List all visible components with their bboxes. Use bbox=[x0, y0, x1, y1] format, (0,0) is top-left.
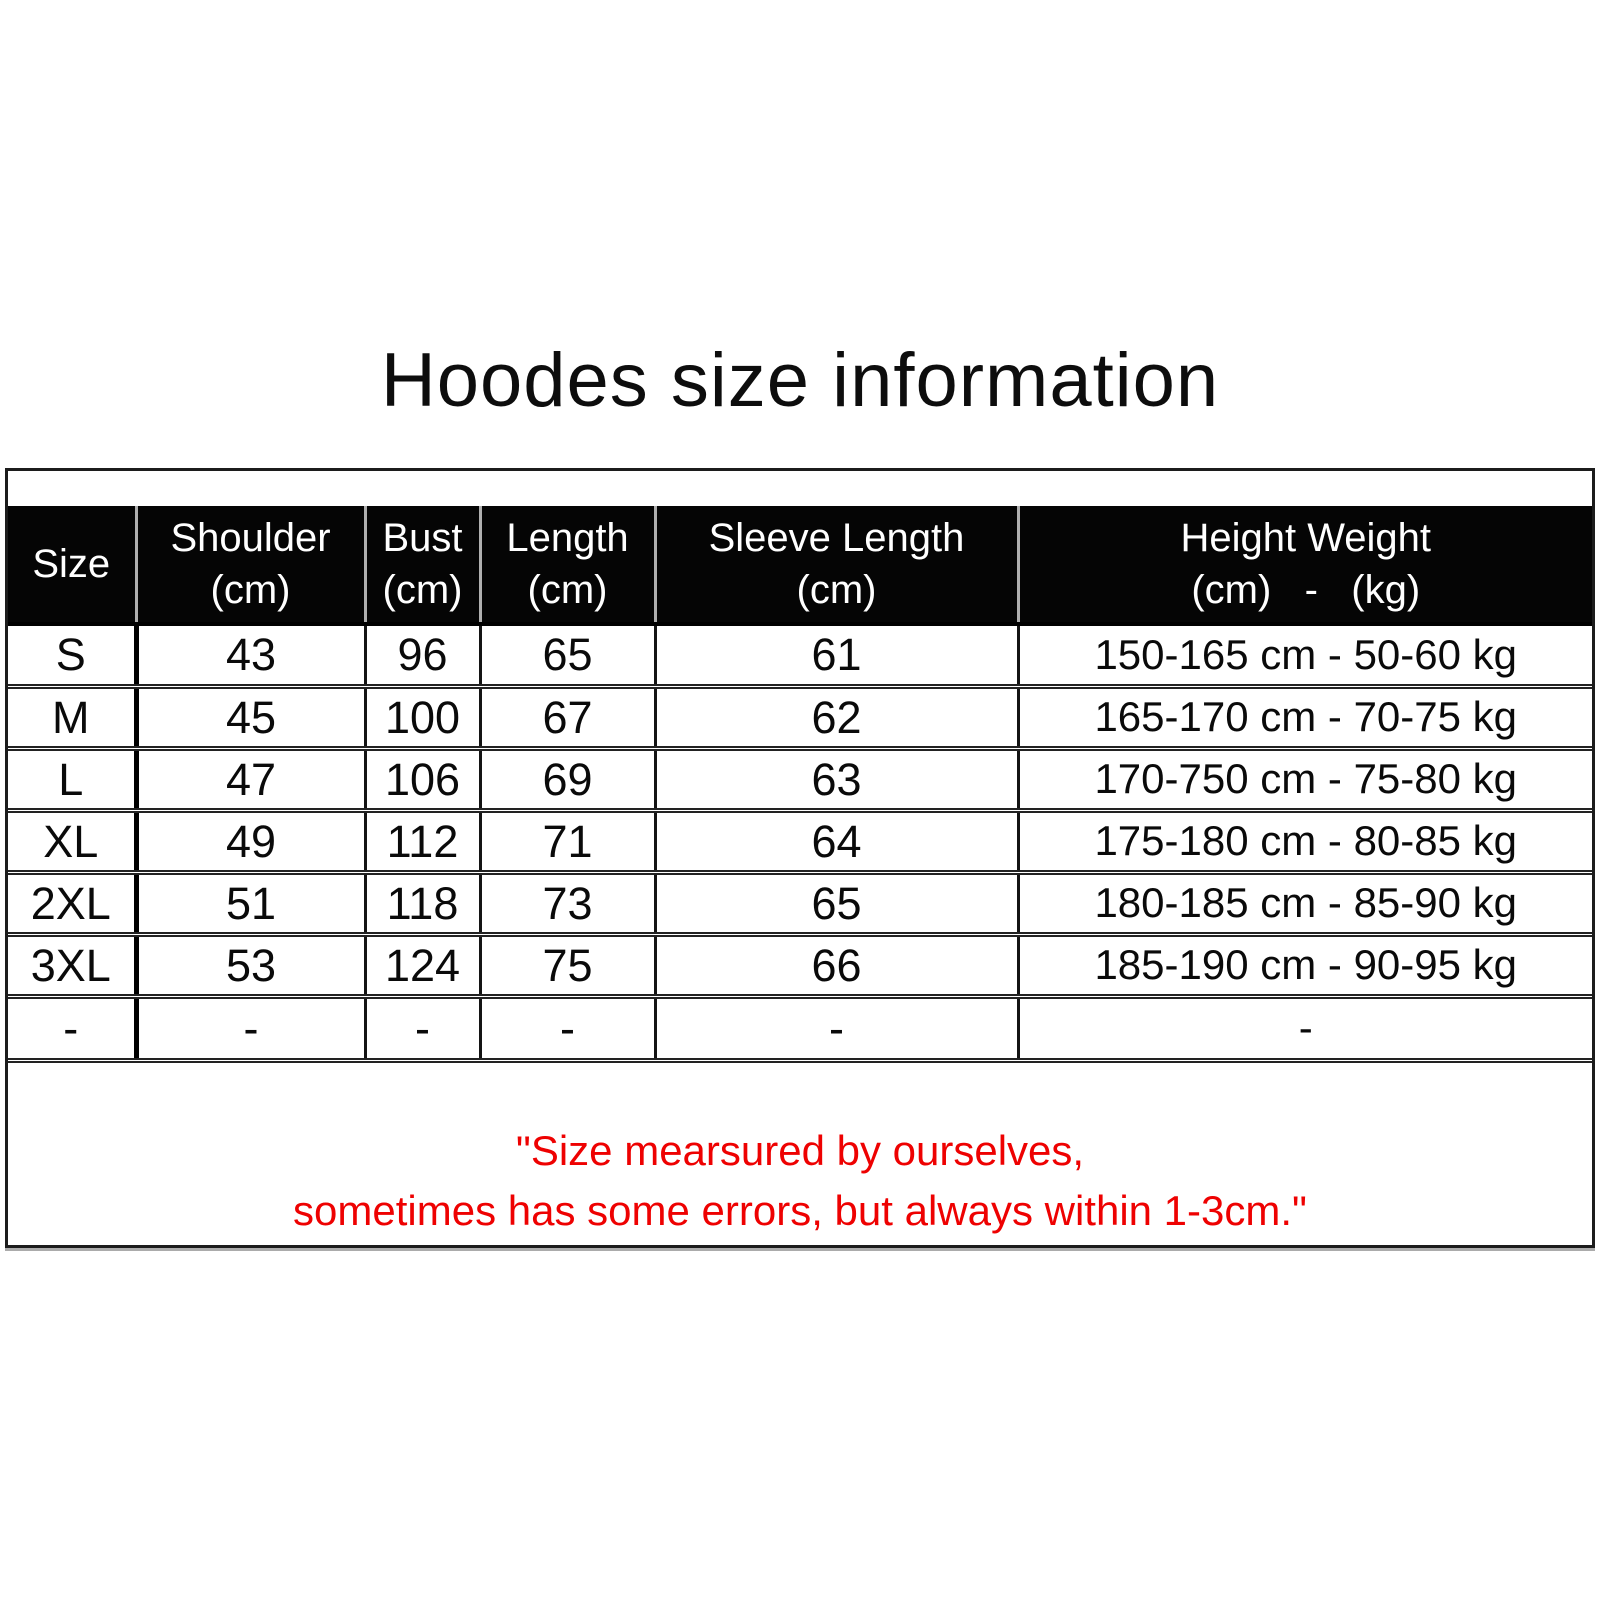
note-line-1: "Size mearsured by ourselves, bbox=[515, 1127, 1085, 1175]
cell-shoulder: 45 bbox=[134, 683, 365, 749]
cell-shoulder: 51 bbox=[134, 869, 365, 935]
cell-size: 3XL bbox=[8, 931, 139, 997]
cell-sleeve: 64 bbox=[653, 807, 1018, 873]
column-label: Length bbox=[506, 516, 629, 561]
header-row: Size Shoulder (cm) Bust (cm) bbox=[8, 506, 1592, 627]
note-line-2: sometimes has some errors, but always wi… bbox=[293, 1187, 1307, 1235]
cell-shoulder: 49 bbox=[134, 807, 365, 873]
size-table: Size Shoulder (cm) Bust (cm) bbox=[8, 506, 1592, 1059]
column-header-bust: Bust (cm) bbox=[363, 506, 480, 627]
cell-sleeve: 63 bbox=[653, 745, 1018, 811]
page-title: Hoodes size information bbox=[380, 338, 1220, 423]
cell-height_weight: 180-185 cm - 85-90 kg bbox=[1016, 869, 1592, 935]
cell-height_weight: - bbox=[1016, 993, 1592, 1059]
column-label: Bust bbox=[382, 516, 463, 561]
cell-sleeve: 65 bbox=[653, 869, 1018, 935]
cell-sleeve: 61 bbox=[653, 624, 1018, 687]
cell-bust: 112 bbox=[363, 807, 480, 873]
cell-bust: 124 bbox=[363, 931, 480, 997]
cell-height_weight: 170-750 cm - 75-80 kg bbox=[1016, 745, 1592, 811]
table-row: XL 49 112 71 64 175-180 cm - 80-85 kg bbox=[8, 807, 1592, 873]
cell-length: 69 bbox=[478, 745, 655, 811]
column-unit: (cm) bbox=[382, 568, 463, 613]
cell-size: 2XL bbox=[8, 869, 139, 935]
table-body: S 43 96 65 61 150-165 cm - 50-60 kg M 45 100 67 62… bbox=[8, 624, 1592, 1059]
table-row: S 43 96 65 61 150-165 cm - 50-60 kg bbox=[8, 624, 1592, 687]
column-unit: (cm) bbox=[527, 568, 608, 613]
cell-height_weight: 165-170 cm - 70-75 kg bbox=[1016, 683, 1592, 749]
cell-length: 67 bbox=[478, 683, 655, 749]
cell-sleeve: 62 bbox=[653, 683, 1018, 749]
column-unit: (cm) bbox=[210, 568, 291, 613]
column-label: Shoulder bbox=[170, 516, 331, 561]
cell-shoulder: 43 bbox=[134, 624, 365, 687]
cell-length: - bbox=[478, 993, 655, 1059]
cell-bust: 118 bbox=[363, 869, 480, 935]
cell-bust: 100 bbox=[363, 683, 480, 749]
table-row: 3XL 53 124 75 66 185-190 cm - 90-95 kg bbox=[8, 931, 1592, 997]
cell-height_weight: 175-180 cm - 80-85 kg bbox=[1016, 807, 1592, 873]
cell-length: 65 bbox=[478, 624, 655, 687]
column-header-shoulder: Shoulder (cm) bbox=[134, 506, 365, 627]
cell-size: L bbox=[8, 745, 139, 811]
table-row: L 47 106 69 63 170-750 cm - 75-80 kg bbox=[8, 745, 1592, 811]
column-label: Size bbox=[32, 542, 111, 587]
cell-sleeve: 66 bbox=[653, 931, 1018, 997]
table-row: M 45 100 67 62 165-170 cm - 70-75 kg bbox=[8, 683, 1592, 749]
cell-size: S bbox=[8, 624, 139, 687]
column-header-length: Length (cm) bbox=[478, 506, 655, 627]
column-header-size: Size bbox=[8, 506, 136, 627]
table-row: 2XL 51 118 73 65 180-185 cm - 85-90 kg bbox=[8, 869, 1592, 935]
column-label: Height Weight bbox=[1180, 516, 1431, 561]
cell-bust: 96 bbox=[363, 624, 480, 687]
column-header-height-weight: Height Weight (cm) - (kg) bbox=[1016, 506, 1592, 627]
cell-size: - bbox=[8, 993, 139, 1059]
cell-length: 73 bbox=[478, 869, 655, 935]
cell-height_weight: 185-190 cm - 90-95 kg bbox=[1016, 931, 1592, 997]
column-header-sleeve-length: Sleeve Length (cm) bbox=[653, 506, 1018, 627]
column-label: Sleeve Length bbox=[708, 516, 965, 561]
cell-height_weight: 150-165 cm - 50-60 kg bbox=[1016, 624, 1592, 687]
cell-bust: - bbox=[363, 993, 480, 1059]
table-header: Size Shoulder (cm) Bust (cm) bbox=[8, 506, 1592, 627]
column-unit: (cm) bbox=[796, 568, 877, 613]
cell-bust: 106 bbox=[363, 745, 480, 811]
table-row: ------ bbox=[8, 993, 1592, 1059]
cell-shoulder: - bbox=[134, 993, 365, 1059]
cell-shoulder: 53 bbox=[134, 931, 365, 997]
cell-sleeve: - bbox=[653, 993, 1018, 1059]
cell-length: 71 bbox=[478, 807, 655, 873]
column-unit: (cm) - (kg) bbox=[1191, 568, 1421, 613]
cell-size: M bbox=[8, 683, 139, 749]
size-note: "Size mearsured by ourselves, sometimes … bbox=[8, 1058, 1592, 1245]
cell-shoulder: 47 bbox=[134, 745, 365, 811]
cell-length: 75 bbox=[478, 931, 655, 997]
cell-size: XL bbox=[8, 807, 139, 873]
size-chart: Size Shoulder (cm) Bust (cm) bbox=[5, 468, 1595, 1249]
